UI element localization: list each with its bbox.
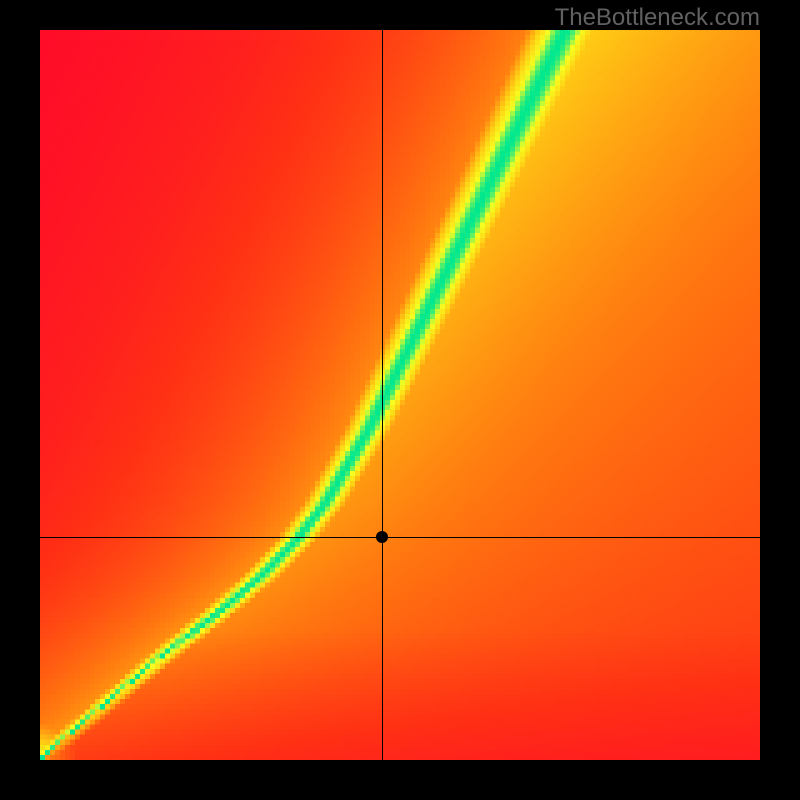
plot-area <box>40 30 760 760</box>
crosshair-horizontal <box>40 537 760 538</box>
figure-root: TheBottleneck.com <box>0 0 800 800</box>
crosshair-vertical <box>382 30 383 760</box>
heatmap-canvas <box>40 30 760 760</box>
watermark-text: TheBottleneck.com <box>555 4 760 32</box>
crosshair-marker <box>376 531 388 543</box>
